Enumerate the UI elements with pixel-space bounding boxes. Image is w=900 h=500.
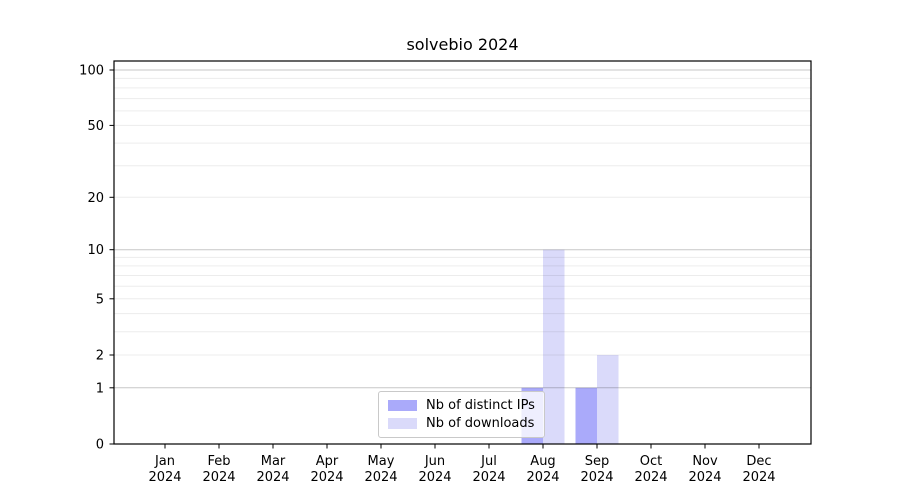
x-tick-label-year: 2024 xyxy=(634,470,667,485)
y-tick-label: 0 xyxy=(96,438,104,453)
legend-swatch-icon xyxy=(388,418,417,429)
x-tick-label-month: Aug xyxy=(530,454,555,469)
x-tick-label-month: Jan xyxy=(154,454,175,469)
legend: Nb of distinct IPs Nb of downloads xyxy=(378,391,545,438)
y-tick-label: 1 xyxy=(96,381,104,396)
x-tick-label-year: 2024 xyxy=(688,470,721,485)
y-axis: 0 1 2 5 10 20 50 100 xyxy=(79,64,114,453)
x-tick-label-year: 2024 xyxy=(526,470,559,485)
x-tick-label-year: 2024 xyxy=(310,470,343,485)
y-tick-label: 5 xyxy=(96,292,104,307)
legend-label: Nb of distinct IPs xyxy=(426,398,535,413)
chart-title: solvebio 2024 xyxy=(406,35,519,54)
x-tick-label-month: May xyxy=(368,454,395,469)
gridlines xyxy=(114,69,811,389)
x-tick-label-month: Dec xyxy=(746,454,771,469)
x-tick-label-year: 2024 xyxy=(418,470,451,485)
legend-swatch-icon xyxy=(388,400,417,411)
x-tick-label-month: Feb xyxy=(207,454,230,469)
x-axis: Jan2024Feb2024Mar2024Apr2024May2024Jun20… xyxy=(148,444,776,485)
x-tick-label-year: 2024 xyxy=(472,470,505,485)
y-tick-label: 20 xyxy=(87,191,104,206)
bar-downloads xyxy=(597,355,619,444)
x-tick-label-year: 2024 xyxy=(364,470,397,485)
x-tick-label-year: 2024 xyxy=(202,470,235,485)
y-tick-label: 2 xyxy=(96,349,104,364)
x-tick-label-month: Apr xyxy=(316,454,339,469)
y-tick-label: 10 xyxy=(87,243,104,258)
x-tick-label-month: Jun xyxy=(424,454,445,469)
legend-label: Nb of downloads xyxy=(426,416,535,431)
legend-item: Nb of downloads xyxy=(388,416,535,431)
x-tick-label-year: 2024 xyxy=(148,470,181,485)
x-tick-label-month: Sep xyxy=(585,454,610,469)
plot-frame xyxy=(113,60,812,445)
bar-downloads xyxy=(543,249,565,444)
x-tick-label-month: Jul xyxy=(480,454,497,469)
x-tick-label-month: Oct xyxy=(640,454,662,469)
x-tick-label-month: Nov xyxy=(692,454,718,469)
y-tick-label: 50 xyxy=(87,119,104,134)
y-tick-label: 100 xyxy=(79,64,104,79)
legend-item: Nb of distinct IPs xyxy=(388,398,535,413)
bar-distinct-ips xyxy=(575,387,597,444)
x-tick-label-year: 2024 xyxy=(256,470,289,485)
x-tick-label-year: 2024 xyxy=(580,470,613,485)
x-tick-label-year: 2024 xyxy=(742,470,775,485)
x-tick-label-month: Mar xyxy=(261,454,286,469)
